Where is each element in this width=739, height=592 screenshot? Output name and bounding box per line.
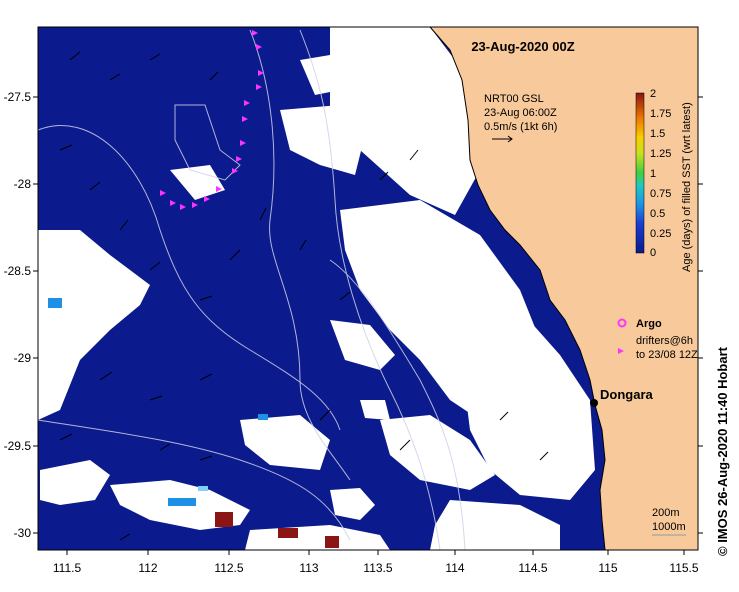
lat-tick-label: -30	[14, 526, 32, 540]
lon-tick-marks	[66, 550, 685, 555]
drifter-symbol-icon	[618, 348, 624, 354]
argo-symbol-icon	[617, 318, 627, 328]
colorbar-tick: 0	[650, 247, 656, 259]
dongara-marker-icon	[590, 399, 598, 407]
lon-tick-label: 115	[598, 561, 617, 575]
colorbar-label: Age (days) of filled SST (wrt latest)	[681, 102, 693, 272]
lon-tick-label: 113.5	[363, 561, 392, 575]
depth-scale: 200m 1000m	[652, 507, 686, 536]
colorbar-tick: 1.25	[650, 148, 671, 160]
lon-tick-label: 114.5	[518, 561, 547, 575]
current-info-line3: 0.5m/s (1kt 6h)	[484, 121, 557, 133]
lon-tick-label: 112	[138, 561, 157, 575]
cloud-gaps	[38, 27, 595, 550]
legend-drifters-line1: drifters@6h	[636, 335, 693, 347]
lon-tick-label: 111.5	[53, 561, 82, 575]
land-mass	[428, 26, 699, 551]
scale-small: 200m	[652, 507, 680, 519]
colorbar-tick: 1.75	[650, 108, 671, 120]
colorbar-tick: 0.75	[650, 188, 671, 200]
argo-drifter-track	[160, 30, 264, 210]
lat-tick-marks	[33, 96, 703, 534]
colorbar-tick: 0.5	[650, 208, 665, 220]
plot-frame	[37, 26, 699, 551]
lon-tick-label: 114	[445, 561, 464, 575]
map-title: 23-Aug-2020 00Z	[471, 39, 574, 54]
lat-tick-label: -28.5	[4, 264, 32, 278]
current-vectors	[59, 51, 549, 541]
colorbar-tick: 0.25	[650, 228, 671, 240]
lat-tick-labels: -27.5 -28 -28.5 -29 -29.5 -30	[4, 90, 32, 540]
colorbar-tick: 1	[650, 168, 656, 180]
lat-tick-label: -29.5	[4, 439, 32, 453]
lon-tick-labels: 111.5 112 112.5 113 113.5 114 114.5 115 …	[53, 561, 699, 575]
reference-arrow-head	[507, 135, 513, 143]
current-info-line1: NRT00 GSL	[484, 93, 544, 105]
legend-argo: Argo	[636, 318, 662, 330]
colorbar	[635, 92, 645, 254]
colorbar-tick: 2	[650, 88, 656, 100]
legend: Argo drifters@6h to 23/08 12Z	[617, 318, 698, 361]
age-patches	[48, 298, 339, 548]
lat-tick-label: -28	[14, 177, 32, 191]
lon-tick-label: 112.5	[214, 561, 243, 575]
credit: © IMOS 26-Aug-2020 11:40 Hobart	[715, 346, 730, 556]
colorbar-ticks: 2 1.75 1.5 1.25 1 0.75 0.5 0.25 0	[650, 88, 671, 259]
current-info-line2: 23-Aug 06:00Z	[484, 107, 557, 119]
scale-large: 1000m	[652, 521, 686, 533]
legend-drifters-line2: to 23/08 12Z	[636, 349, 698, 361]
lat-tick-label: -27.5	[4, 90, 32, 104]
lon-tick-label: 115.5	[669, 561, 698, 575]
lat-tick-label: -29	[14, 351, 32, 365]
place-label: Dongara	[600, 387, 654, 402]
lon-tick-label: 113	[299, 561, 318, 575]
colorbar-tick: 1.5	[650, 128, 665, 140]
current-info: NRT00 GSL 23-Aug 06:00Z 0.5m/s (1kt 6h)	[484, 93, 557, 143]
